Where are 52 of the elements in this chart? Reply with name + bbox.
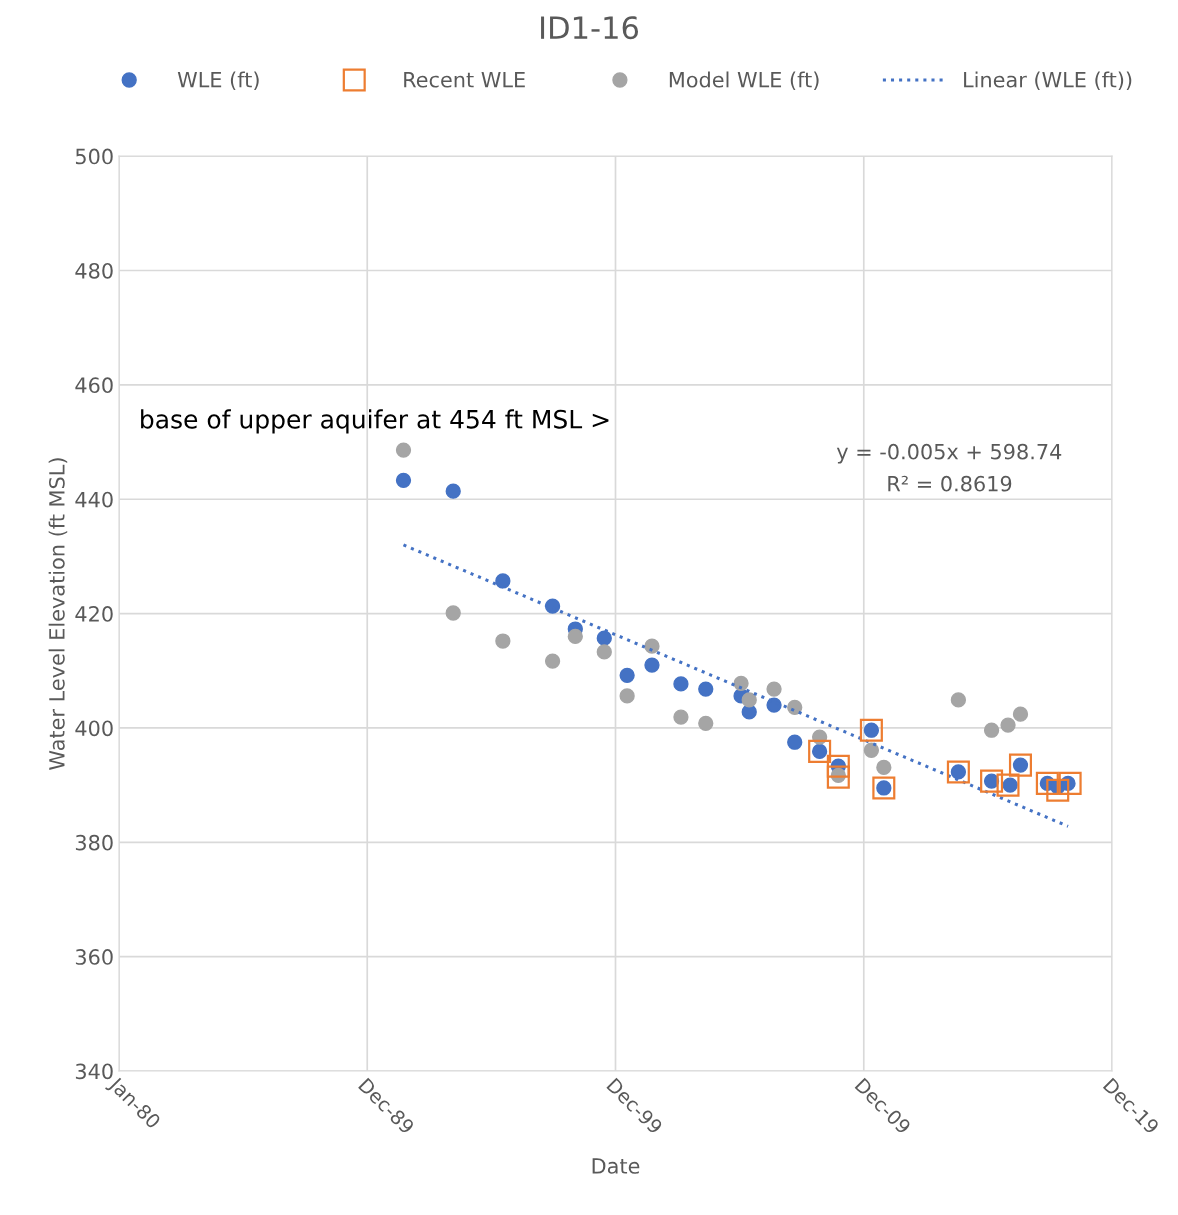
point [876, 759, 892, 776]
point [826, 765, 850, 789]
legend-label: WLE (ft) [177, 71, 259, 91]
point [1000, 717, 1016, 733]
y-tick-label: 460 [75, 377, 113, 394]
point [673, 709, 689, 725]
point [950, 692, 967, 708]
point [445, 483, 461, 499]
point [1046, 778, 1070, 802]
y-tick-label: 480 [75, 262, 113, 279]
legend-label: Recent WLE [404, 72, 525, 88]
y-tick-label: 380 [75, 834, 113, 851]
point [741, 692, 757, 708]
point [596, 644, 612, 660]
point [996, 773, 1020, 797]
point [766, 681, 782, 697]
point [596, 630, 612, 646]
legend-label: Model WLE (ft) [669, 71, 819, 91]
y-tick-label: 400 [75, 720, 113, 737]
point [863, 742, 880, 758]
annotation: R² = 0.8619 [888, 475, 1012, 492]
point [445, 605, 461, 621]
point [733, 675, 749, 691]
point [544, 653, 561, 669]
point [787, 734, 803, 750]
y-tick-label: 500 [75, 148, 113, 165]
y-tick-label: 440 [75, 491, 113, 508]
point [395, 472, 412, 488]
point [495, 633, 511, 649]
annotation: y = -0.005x + 598.74 [836, 443, 1062, 464]
point [619, 688, 635, 704]
chart-title: ID1-16 [541, 16, 639, 40]
y-tick-label: 340 [75, 1063, 113, 1080]
point [983, 722, 1000, 738]
x-axis-title: Date [592, 1158, 640, 1174]
point [495, 573, 511, 589]
point [567, 628, 583, 645]
annotation: base of upper aquifer at 454 ft MSL > [141, 409, 609, 434]
point [644, 657, 660, 673]
point [698, 681, 714, 697]
point [698, 715, 714, 732]
legend-label: Linear (WLE (ft)) [964, 71, 1132, 91]
y-axis-title: Water Level Elevation (ft MSL) [48, 458, 68, 770]
point [644, 638, 660, 654]
y-tick-label: 360 [75, 949, 113, 965]
point [395, 442, 412, 458]
point [1012, 706, 1029, 722]
point [673, 676, 689, 692]
point [619, 667, 635, 683]
y-tick-label: 420 [75, 606, 113, 622]
point [1058, 771, 1082, 795]
point [787, 699, 803, 715]
